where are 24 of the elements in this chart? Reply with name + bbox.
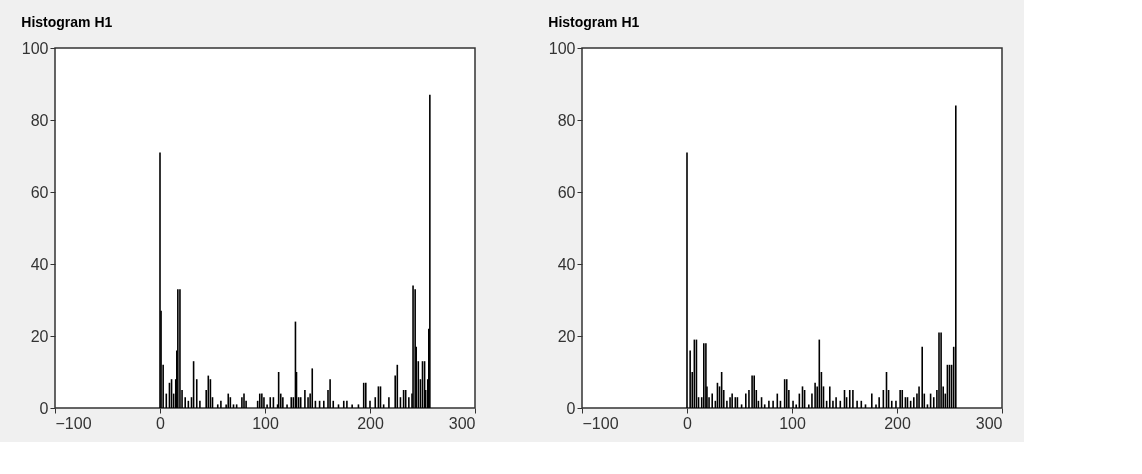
x-tick-label: −100: [55, 414, 92, 432]
x-tick-label: −100: [582, 414, 619, 432]
x-tick-label: 100: [779, 414, 806, 432]
y-tick-label: 40: [30, 255, 49, 273]
y-tick-label: 20: [557, 327, 576, 345]
y-tick-label: 40: [557, 255, 576, 273]
y-tick-label: 80: [557, 111, 576, 129]
chart-title: Histogram H1: [21, 14, 113, 30]
y-tick-label: 60: [557, 183, 576, 201]
y-tick-label: 100: [21, 39, 49, 57]
y-tick-label: 60: [30, 183, 49, 201]
y-tick-label: 80: [30, 111, 49, 129]
x-tick-label: 0: [156, 414, 166, 432]
x-tick-label: 300: [448, 414, 476, 432]
x-tick-label: 200: [884, 414, 911, 432]
x-tick-label: 0: [683, 414, 693, 432]
y-tick-label: 0: [39, 399, 49, 417]
y-tick-label: 20: [30, 327, 49, 345]
x-tick-label: 100: [252, 414, 279, 432]
y-tick-label: 100: [548, 39, 576, 57]
y-tick-label: 0: [566, 399, 576, 417]
chart-title: Histogram H1: [548, 14, 640, 30]
x-tick-label: 200: [357, 414, 384, 432]
x-tick-label: 300: [975, 414, 1003, 432]
